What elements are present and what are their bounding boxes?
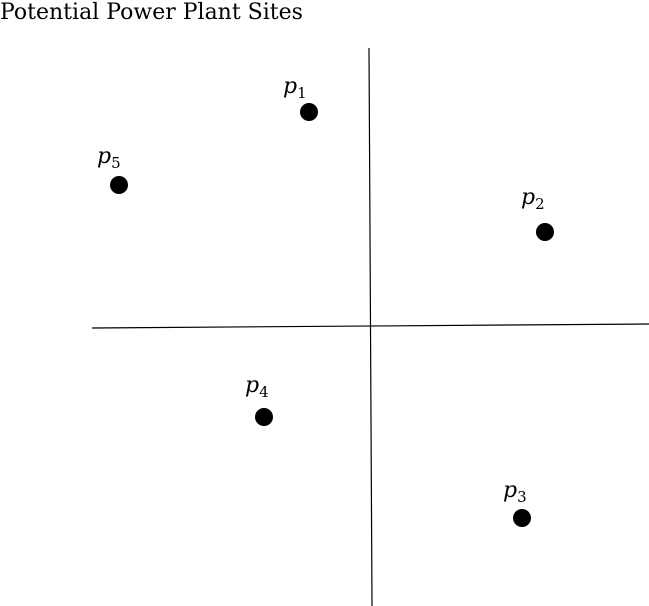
site-marker [536,223,554,241]
site-marker [255,408,273,426]
site-p3: p3 [503,478,531,527]
site-p2: p2 [521,185,554,241]
site-label: p2 [521,185,545,213]
site-p4: p4 [245,373,273,426]
site-marker [513,509,531,527]
site-label: p1 [283,74,307,102]
diagram-title: Potential Power Plant Sites [0,0,303,25]
vertical-axis [368,47,373,606]
site-label: p3 [503,478,527,506]
site-p1: p1 [283,74,318,121]
site-marker [110,176,128,194]
site-label: p4 [245,373,269,401]
site-p5: p5 [97,144,128,194]
site-label: p5 [97,144,121,172]
site-marker [300,103,318,121]
